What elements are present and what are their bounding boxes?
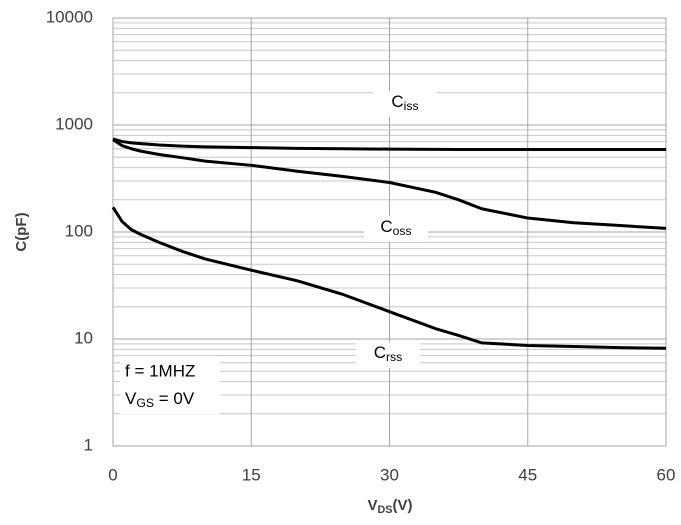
annotation-background <box>120 356 220 414</box>
series-line <box>112 137 666 152</box>
y-tick-label: 1000 <box>55 114 93 133</box>
y-tick-label: 100 <box>65 221 93 240</box>
y-tick-label: 10 <box>74 328 93 347</box>
x-axis-title: VDS(V) <box>367 497 412 516</box>
annotation: VGS = 0V <box>125 389 195 410</box>
x-tick-label: 30 <box>380 465 399 484</box>
series-label: Coss <box>380 217 411 238</box>
label-background <box>373 91 437 117</box>
x-tick-label: 60 <box>657 465 676 484</box>
plot-frame <box>112 17 667 447</box>
series-line <box>111 206 667 350</box>
series-line <box>112 138 667 230</box>
annotation: f = 1MHZ <box>125 361 195 380</box>
y-tick-label: 1 <box>84 435 93 454</box>
label-background <box>364 216 428 242</box>
series-label: Crss <box>374 343 403 364</box>
y-tick-label: 10000 <box>46 7 93 26</box>
series-label: Ciss <box>391 92 418 113</box>
y-axis-title: C(pF) <box>13 212 30 251</box>
x-tick-label: 45 <box>518 465 537 484</box>
x-tick-label: 15 <box>242 465 261 484</box>
x-tick-label: 0 <box>108 465 117 484</box>
label-background <box>356 342 420 368</box>
